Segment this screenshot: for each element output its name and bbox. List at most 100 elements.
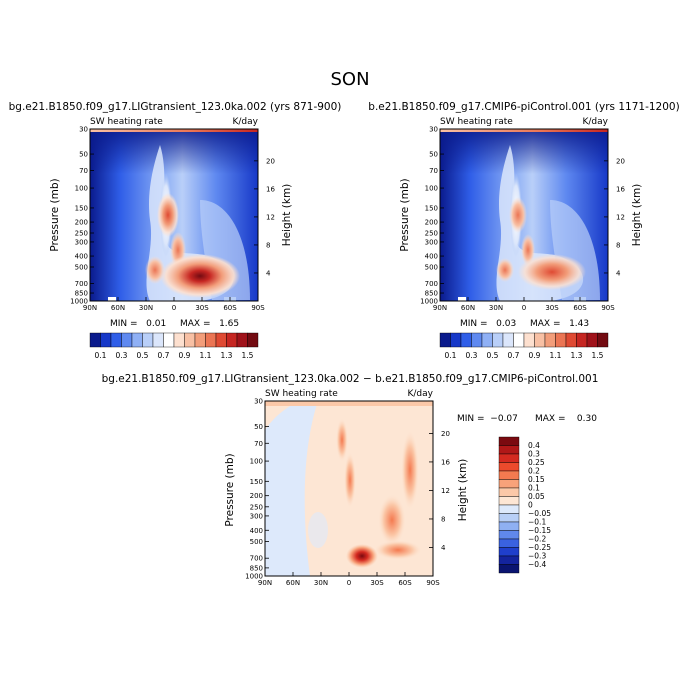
colorbar-label: −0.15 [528, 526, 551, 535]
colorbar-label: 0.3 [528, 450, 540, 459]
y-tick-label: 100 [75, 185, 88, 193]
colorbar-label: 0 [528, 501, 533, 510]
panel-diff-var-label: SW heating rate [265, 389, 338, 399]
colorbar-swatch [121, 332, 133, 348]
x-tick-label: 90N [433, 304, 447, 312]
colorbar-swatch [492, 332, 504, 348]
y-tick-label: 70 [79, 167, 88, 175]
colorbar-swatch [513, 332, 525, 348]
colorbar-swatch [163, 332, 175, 348]
panel-left-y2label: Height (km) [281, 184, 293, 247]
y2-tick-label: 16 [616, 185, 625, 193]
colorbar-swatch [498, 504, 520, 514]
y-tick-label: 400 [250, 527, 263, 535]
y2-tick-label: 20 [616, 157, 625, 165]
x-tick-label: 60S [573, 304, 587, 312]
y-tick-label: 30 [254, 398, 263, 406]
panel-right-y2label: Height (km) [631, 184, 643, 247]
panel-left-y2-ticks: 20 16 12 8 4 [254, 157, 275, 277]
y-tick-label: 150 [425, 204, 438, 212]
x-tick-label: 30S [370, 579, 384, 587]
y2-tick-label: 4 [266, 269, 271, 277]
colorbar-label: 0.5 [487, 351, 499, 360]
y2-tick-label: 16 [266, 185, 275, 193]
y-tick-label: 700 [250, 555, 263, 563]
colorbar-swatch [131, 332, 143, 348]
colorbar-swatch [247, 332, 259, 348]
colorbar-label: 0.05 [528, 492, 545, 501]
panel-diff-field [265, 401, 433, 576]
colorbar-swatch [460, 332, 472, 348]
x-tick-label: 90S [601, 304, 615, 312]
colorbar-swatch [236, 332, 248, 348]
colorbar-swatch [215, 332, 227, 348]
colorbar-swatch [89, 332, 101, 348]
colorbar-swatch [498, 453, 520, 463]
y-tick-label: 30 [429, 126, 438, 134]
x-tick-label: 90N [83, 304, 97, 312]
y-tick-label: 30 [79, 126, 88, 134]
colorbar-swatch [502, 332, 514, 348]
panel-diff-y2label: Height (km) [457, 459, 469, 522]
x-tick-label: 90N [258, 579, 272, 587]
colorbar-swatch [498, 547, 520, 557]
y2-tick-label: 12 [266, 213, 275, 221]
colorbar-swatch [498, 479, 520, 489]
x-tick-label: 30S [195, 304, 209, 312]
y2-tick-label: 4 [441, 544, 446, 552]
y2-tick-label: 4 [616, 269, 621, 277]
panel-right-var-label: SW heating rate [440, 117, 513, 127]
colorbar-swatch [110, 332, 122, 348]
colorbar-label: 0.3 [466, 351, 478, 360]
y2-tick-label: 20 [266, 157, 275, 165]
colorbar-label: 1.1 [550, 351, 562, 360]
x-tick-label: 30N [139, 304, 153, 312]
colorbar-label: −0.4 [528, 560, 546, 569]
y-tick-label: 100 [250, 458, 263, 466]
y-tick-label: 400 [425, 253, 438, 261]
y-tick-label: 850 [425, 290, 438, 298]
x-tick-label: 60N [461, 304, 475, 312]
y-tick-label: 50 [254, 423, 263, 431]
colorbar-swatch [498, 530, 520, 540]
colorbar-swatch [450, 332, 462, 348]
panel-diff-x-ticks: 90N 60N 30N 0 30S 60S 90S [258, 572, 440, 587]
colorbar-label: −0.05 [528, 509, 551, 518]
panel-right-field [440, 129, 608, 301]
colorbar-swatch [498, 513, 520, 523]
panel-right-x-ticks: 90N 60N 30N 0 30S 60S 90S [433, 297, 615, 312]
y2-tick-label: 8 [616, 241, 620, 249]
colorbar-label: 0.1 [95, 351, 107, 360]
panel-diff-y2-ticks: 20 16 12 8 4 [429, 430, 450, 552]
colorbar-label: 0.3 [116, 351, 128, 360]
y-tick-label: 850 [75, 290, 88, 298]
colorbar-swatch [597, 332, 609, 348]
panel-left-colorbar: 0.1 0.3 0.5 0.7 0.9 1.1 1.3 1.5 [89, 332, 259, 360]
colorbar-swatch [142, 332, 154, 348]
y-tick-label: 400 [75, 253, 88, 261]
y2-tick-label: 12 [616, 213, 625, 221]
colorbar-swatch [534, 332, 546, 348]
y-tick-label: 250 [425, 230, 438, 238]
panel-right-unit-label: K/day [583, 117, 609, 127]
y-tick-label: 200 [425, 219, 438, 227]
x-tick-label: 0 [522, 304, 526, 312]
colorbar-label: 0.9 [529, 351, 541, 360]
y2-tick-label: 8 [266, 241, 270, 249]
panel-diff-max: MAX = 0.30 [535, 414, 597, 424]
colorbar-label: 1.3 [221, 351, 233, 360]
y-tick-label: 100 [425, 185, 438, 193]
colorbar-swatch [226, 332, 238, 348]
colorbar-label: −0.1 [528, 518, 546, 527]
y-tick-label: 200 [250, 492, 263, 500]
colorbar-label: 0.9 [179, 351, 191, 360]
colorbar-swatch [576, 332, 588, 348]
colorbar-swatch [498, 555, 520, 565]
colorbar-swatch [498, 496, 520, 506]
colorbar-label: 0.15 [528, 475, 545, 484]
y-tick-label: 500 [250, 538, 263, 546]
colorbar-label: −0.2 [528, 535, 546, 544]
colorbar-swatch [498, 487, 520, 497]
panel-right: b.e21.B1850.f09_g17.CMIP6-piControl.001 … [368, 101, 679, 360]
